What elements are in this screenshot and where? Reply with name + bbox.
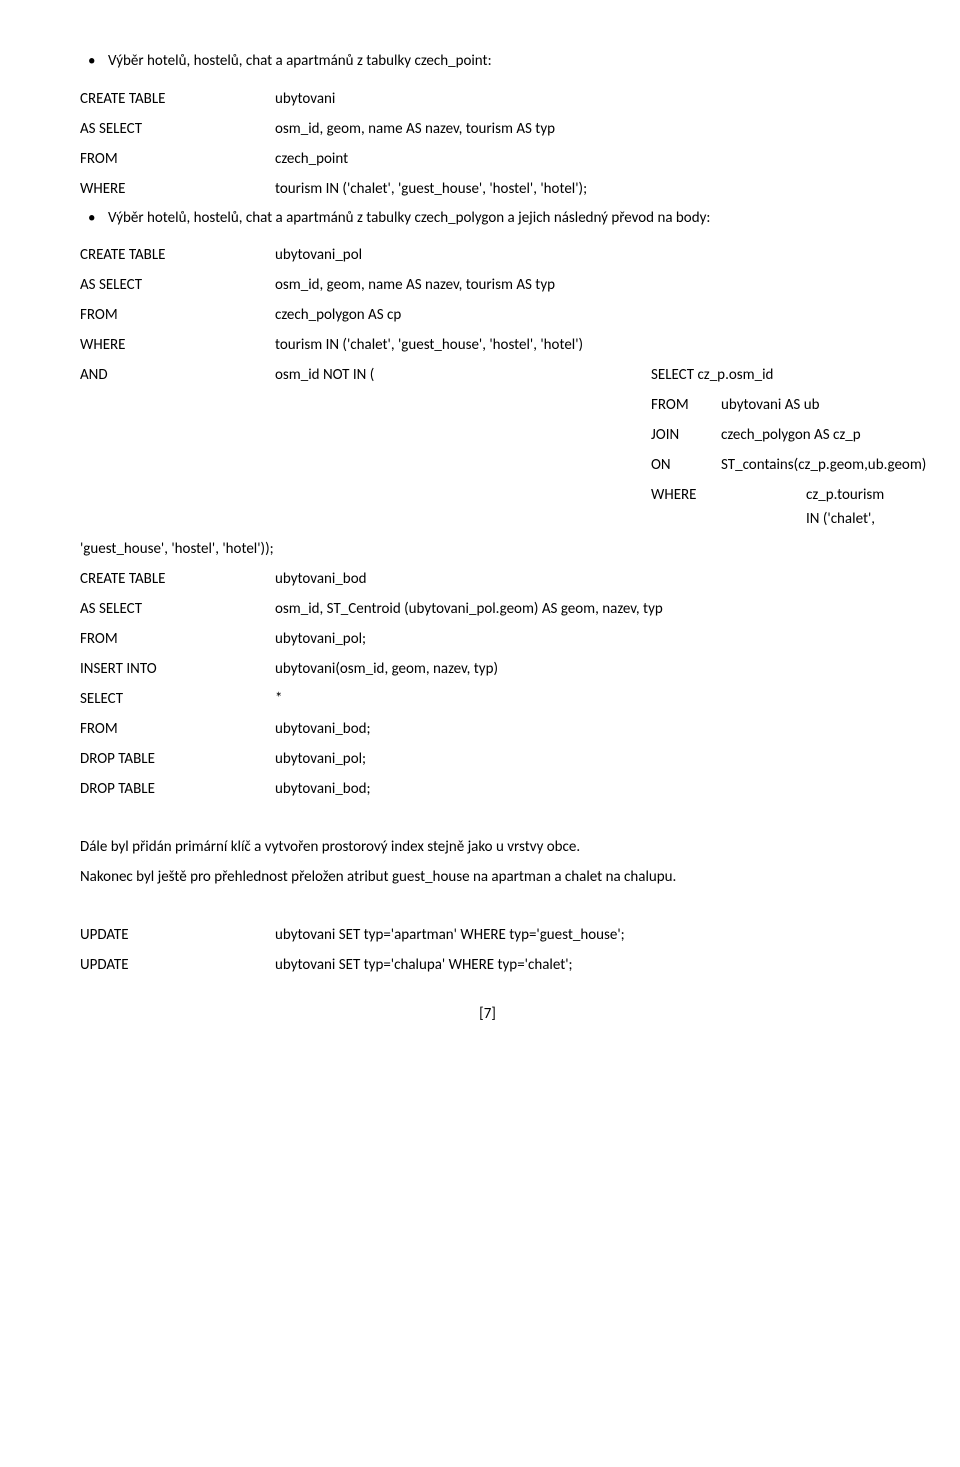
paragraph: Dále byl přidán primární klíč a vytvořen… — [80, 835, 895, 859]
sql-keyword: WHERE — [80, 177, 275, 201]
sql-keyword: JOIN — [651, 423, 721, 447]
sql-keyword: FROM — [80, 147, 275, 171]
bullet-list-2: Výběr hotelů, hostelů, chat a apartmánů … — [80, 207, 895, 230]
sql-keyword: WHERE — [80, 333, 275, 357]
sql-row: WHERE tourism IN ('chalet', 'guest_house… — [80, 177, 895, 201]
sql-keyword: CREATE TABLE — [80, 567, 275, 591]
sql-keyword: FROM — [80, 303, 275, 327]
sql-value: ubytovani(osm_id, geom, nazev, typ) — [275, 657, 895, 681]
sql-row: CREATE TABLE ubytovani_bod — [80, 567, 895, 591]
sql-row: AS SELECT osm_id, geom, name AS nazev, t… — [80, 273, 895, 297]
page-number: [7] — [80, 1003, 895, 1026]
sql-keyword: FROM — [80, 627, 275, 651]
sql-row: UPDATE ubytovani SET typ='chalupa' WHERE… — [80, 953, 895, 977]
sql-keyword: AND — [80, 363, 275, 387]
sql-value: ST_contains(cz_p.geom,ub.geom) — [721, 453, 926, 477]
sql-row: SELECT * — [80, 687, 895, 711]
sql-value: ubytovani AS ub — [721, 393, 895, 417]
sql-value: ubytovani_bod; — [275, 777, 895, 801]
sql-row: AS SELECT osm_id, geom, name AS nazev, t… — [80, 117, 895, 141]
sql-fragment: osm_id NOT IN ( — [275, 363, 651, 387]
sql-value: ubytovani — [275, 87, 895, 111]
sql-value: osm_id, ST_Centroid (ubytovani_pol.geom)… — [275, 597, 895, 621]
sql-keyword: INSERT INTO — [80, 657, 275, 681]
sql-value: * — [275, 687, 895, 711]
sql-subquery-block: FROM ubytovani AS ub JOIN czech_polygon … — [275, 393, 895, 531]
sql-row: FROM czech_polygon AS cp — [80, 303, 895, 327]
sql-value: osm_id, geom, name AS nazev, tourism AS … — [275, 117, 895, 141]
sql-value: tourism IN ('chalet', 'guest_house', 'ho… — [275, 177, 895, 201]
bullet-item: Výběr hotelů, hostelů, chat a apartmánů … — [80, 50, 895, 73]
bullet-item: Výběr hotelů, hostelů, chat a apartmánů … — [80, 207, 895, 230]
sql-row: WHERE tourism IN ('chalet', 'guest_house… — [80, 333, 895, 357]
sql-value: cz_p.tourism IN ('chalet', — [806, 483, 895, 531]
sql-row: DROP TABLE ubytovani_pol; — [80, 747, 895, 771]
sql-keyword: DROP TABLE — [80, 777, 275, 801]
sql-row: AS SELECT osm_id, ST_Centroid (ubytovani… — [80, 597, 895, 621]
sql-keyword: AS SELECT — [80, 117, 275, 141]
sql-row: CREATE TABLE ubytovani — [80, 87, 895, 111]
sql-keyword: SELECT — [80, 687, 275, 711]
sql-value: tourism IN ('chalet', 'guest_house', 'ho… — [275, 333, 895, 357]
sql-value: ubytovani_bod — [275, 567, 895, 591]
sql-value: ubytovani SET typ='chalupa' WHERE typ='c… — [275, 953, 895, 977]
sql-value: osm_id NOT IN (SELECT cz_p.osm_id — [275, 363, 895, 387]
sql-keyword: AS SELECT — [80, 273, 275, 297]
sql-row: DROP TABLE ubytovani_bod; — [80, 777, 895, 801]
sql-keyword: DROP TABLE — [80, 747, 275, 771]
sql-sub-row: WHERE cz_p.tourism IN ('chalet', — [651, 483, 895, 531]
sql-keyword: FROM — [651, 393, 721, 417]
sql-fragment: SELECT cz_p.osm_id — [651, 363, 773, 387]
paragraph: Nakonec byl ještě pro přehlednost přelož… — [80, 865, 895, 889]
sql-row: UPDATE ubytovani SET typ='apartman' WHER… — [80, 923, 895, 947]
sql-keyword: AS SELECT — [80, 597, 275, 621]
bullet-list-1: Výběr hotelů, hostelů, chat a apartmánů … — [80, 50, 895, 73]
sql-keyword: ON — [651, 453, 721, 477]
sql-row: FROM ubytovani_bod; — [80, 717, 895, 741]
sql-sub-row: JOIN czech_polygon AS cz_p — [651, 423, 895, 447]
sql-value: czech_polygon AS cz_p — [721, 423, 895, 447]
sql-value: czech_point — [275, 147, 895, 171]
sql-keyword: CREATE TABLE — [80, 243, 275, 267]
sql-value: ubytovani SET typ='apartman' WHERE typ='… — [275, 923, 895, 947]
sql-keyword: WHERE — [651, 483, 806, 531]
sql-row: FROM ubytovani_pol; — [80, 627, 895, 651]
sql-keyword: FROM — [80, 717, 275, 741]
sql-value: ubytovani_bod; — [275, 717, 895, 741]
sql-row: CREATE TABLE ubytovani_pol — [80, 243, 895, 267]
sql-value: ubytovani_pol; — [275, 747, 895, 771]
sql-row: INSERT INTO ubytovani(osm_id, geom, naze… — [80, 657, 895, 681]
sql-keyword: UPDATE — [80, 923, 275, 947]
sql-value: czech_polygon AS cp — [275, 303, 895, 327]
sql-keyword: UPDATE — [80, 953, 275, 977]
sql-closing-line: 'guest_house', 'hostel', 'hotel')); — [80, 537, 895, 561]
sql-sub-row: FROM ubytovani AS ub — [651, 393, 895, 417]
sql-value: ubytovani_pol; — [275, 627, 895, 651]
sql-value: osm_id, geom, name AS nazev, tourism AS … — [275, 273, 895, 297]
sql-row: AND osm_id NOT IN (SELECT cz_p.osm_id — [80, 363, 895, 387]
sql-row: FROM czech_point — [80, 147, 895, 171]
sql-sub-row: ON ST_contains(cz_p.geom,ub.geom) — [651, 453, 895, 477]
sql-keyword: CREATE TABLE — [80, 87, 275, 111]
sql-value: ubytovani_pol — [275, 243, 895, 267]
